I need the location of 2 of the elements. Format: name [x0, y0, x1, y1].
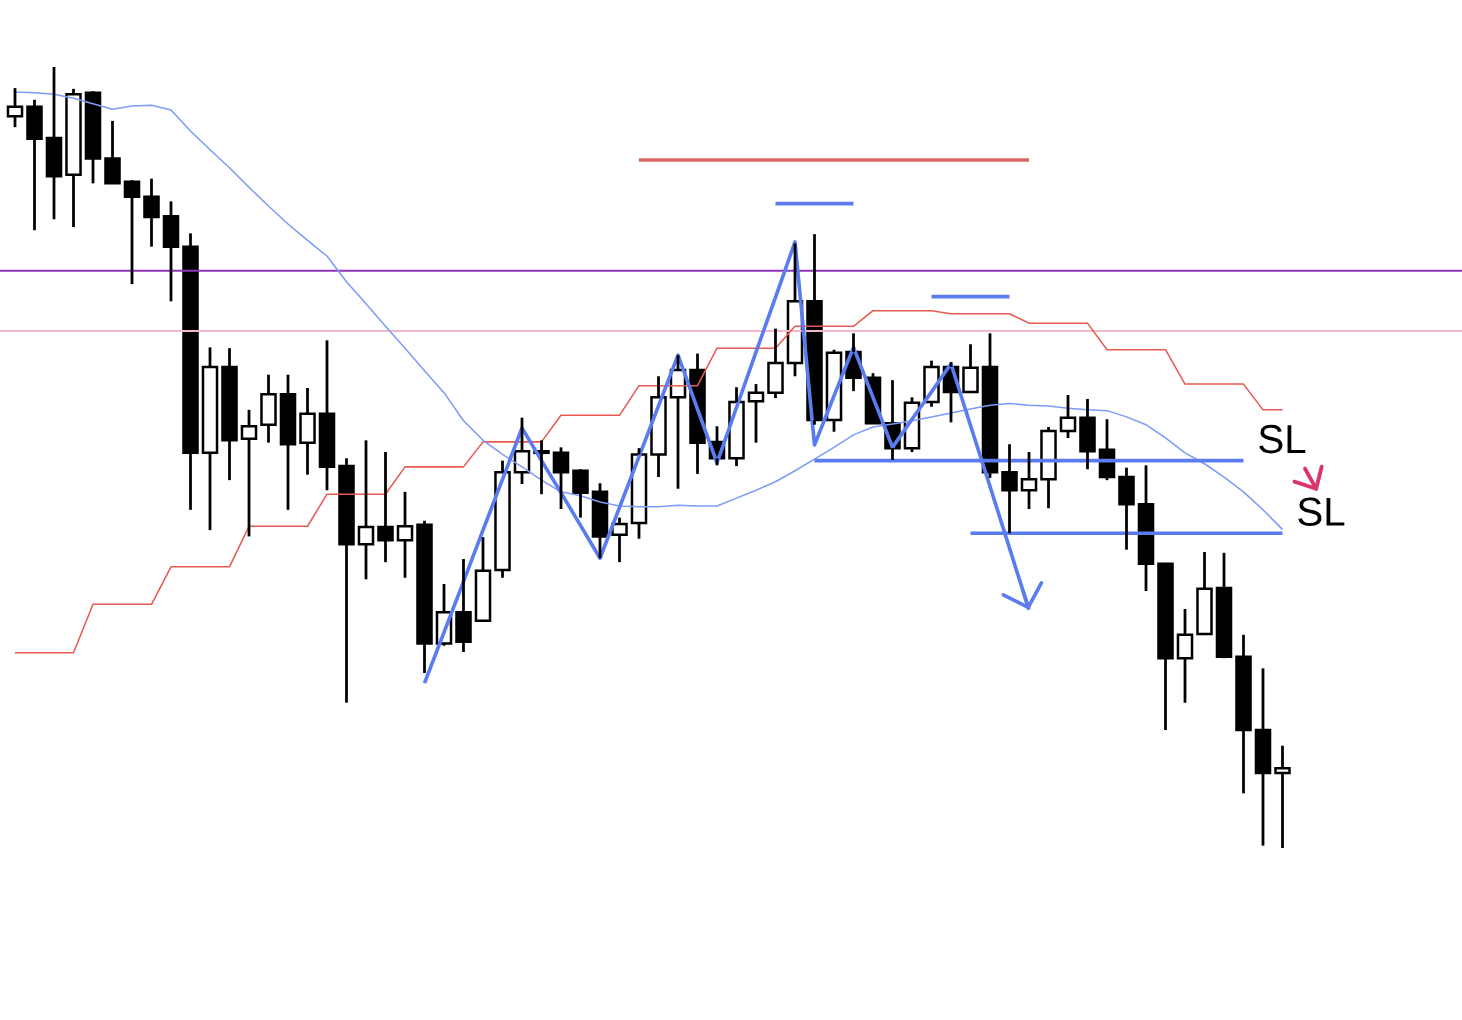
series-label: SL	[1259, 424, 1306, 454]
series-label: SL	[1298, 497, 1345, 527]
